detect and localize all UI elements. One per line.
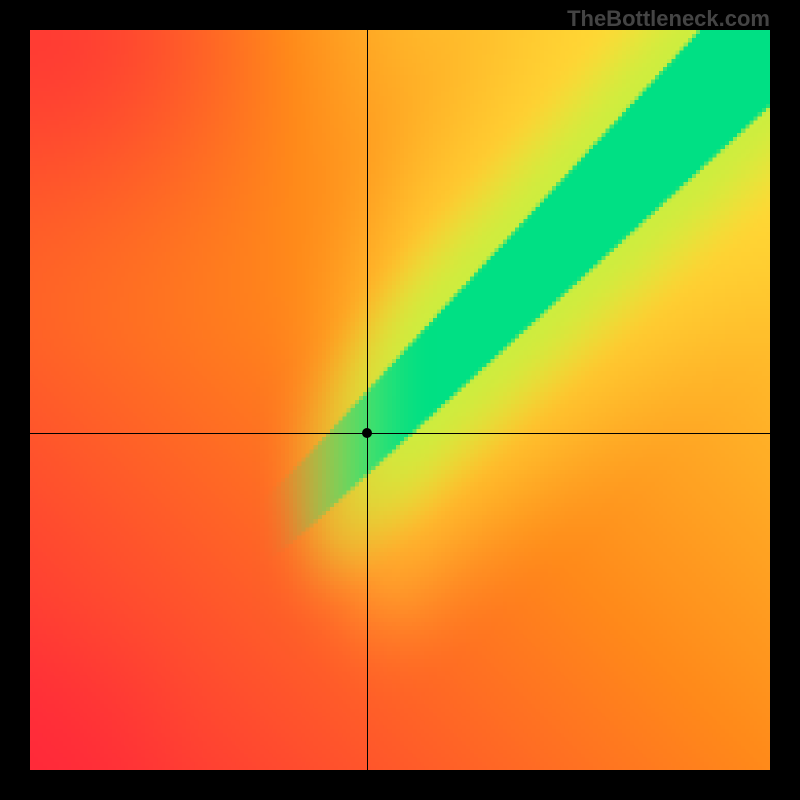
crosshair-horizontal: [30, 433, 770, 434]
heatmap-plot: [30, 30, 770, 770]
watermark-text: TheBottleneck.com: [567, 6, 770, 32]
crosshair-marker: [362, 428, 372, 438]
crosshair-vertical: [367, 30, 368, 770]
heatmap-canvas: [30, 30, 770, 770]
